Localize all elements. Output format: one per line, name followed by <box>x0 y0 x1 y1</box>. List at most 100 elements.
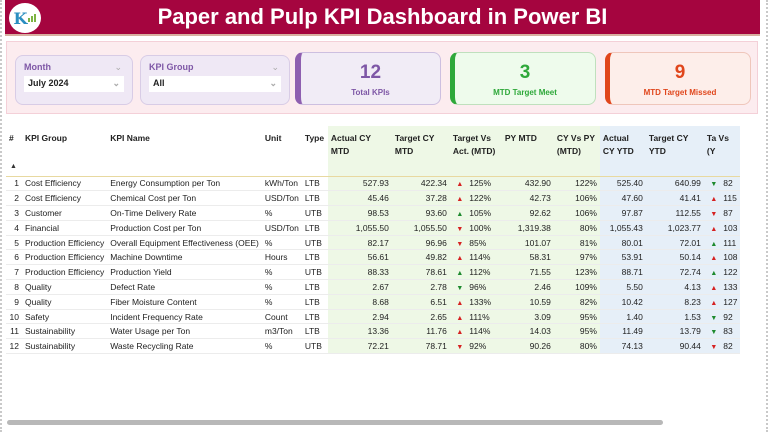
type-cell: LTB <box>304 178 320 189</box>
table-row[interactable]: 7 Production Efficiency Production Yield% U… <box>6 264 741 280</box>
kpi-group-cell: Customer <box>25 207 62 218</box>
col-header-target-cy-mtd[interactable]: Target CY MTD <box>391 126 450 176</box>
table-row[interactable]: 3 Customer On-Time Delivery Rate% UTB 98.53 9… <box>6 205 741 221</box>
triangle-up-icon: ▲ <box>710 225 718 233</box>
actual-cy-ytd-cell: 53.91 <box>599 249 646 265</box>
kpi-group-cell: Production Efficiency <box>25 237 105 248</box>
sort-ascending-icon[interactable]: ▲ <box>10 163 17 170</box>
title-bar: K Paper and Pulp KPI Dashboard in Power … <box>5 0 760 36</box>
triangle-up-icon: ▲ <box>710 196 718 204</box>
chevron-down-icon[interactable]: ⌄ <box>112 78 120 88</box>
kpi-name-cell: Chemical Cost per Ton <box>110 193 197 204</box>
type-cell: UTB <box>304 341 322 352</box>
horizontal-scrollbar[interactable] <box>7 420 663 425</box>
table-row[interactable]: 12 Sustainability Waste Recycling Rate% UTB… <box>6 338 741 354</box>
table-row[interactable]: 4 Financial Production Cost per Ton USD/Ton… <box>6 220 741 236</box>
col-header-actual-cy-ytd[interactable]: Actual CY YTD <box>599 126 646 176</box>
col-header-target-cy-ytd[interactable]: Target CY YTD <box>645 126 704 176</box>
py-mtd-cell: 432.90 <box>501 176 554 191</box>
col-header-target-vs-act-mtd[interactable]: Target Vs Act. (MTD) <box>449 126 502 176</box>
triangle-up-icon: ▲ <box>456 329 464 337</box>
target-vs-act-mtd-cell: ▲ 105% <box>449 205 502 221</box>
target-vs-act-ytd-cell: ▼ 83 <box>703 323 741 339</box>
kpi-group-slicer-label: KPI Group <box>149 62 194 72</box>
table-row[interactable]: 5 Production Efficiency Overall Equipment … <box>6 235 741 250</box>
col-header-unit[interactable]: Unit <box>264 133 282 143</box>
triangle-down-icon: ▼ <box>456 284 464 292</box>
unit-cell: Count <box>264 311 288 322</box>
triangle-up-icon: ▲ <box>456 210 464 218</box>
col-header-cy-vs-py-mtd[interactable]: CY Vs PY (MTD) <box>553 126 600 176</box>
cy-vs-py-mtd-cell: 80% <box>553 220 600 236</box>
kpi-name-cell: Energy Consumption per Ton <box>110 178 221 189</box>
actual-cy-ytd-cell: 47.60 <box>599 190 646 206</box>
unit-cell: m3/Ton <box>264 326 293 337</box>
chevron-down-icon[interactable]: ⌄ <box>269 78 277 88</box>
type-cell: UTB <box>304 267 322 278</box>
actual-cy-mtd-cell: 72.21 <box>327 338 392 354</box>
kpi-name-cell: Production Cost per Ton <box>110 222 202 233</box>
page-title: Paper and Pulp KPI Dashboard in Power BI <box>157 4 608 29</box>
target-cy-mtd-cell: 2.78 <box>391 279 450 295</box>
col-header-target-vs-act-ytd[interactable]: Ta Vs (Y <box>703 126 741 176</box>
actual-cy-ytd-cell: 97.87 <box>599 205 646 221</box>
table-row[interactable]: 2 Cost Efficiency Chemical Cost per Ton USD… <box>6 190 741 206</box>
table-row[interactable]: 11 Sustainability Water Usage per Ton m3/To… <box>6 323 741 339</box>
mtd-target-meet-card: 3 MTD Target Meet <box>450 52 596 105</box>
target-vs-act-ytd-cell: ▲ 115 <box>703 190 741 206</box>
table-row[interactable]: 6 Production Efficiency Machine Downtime Ho… <box>6 249 741 265</box>
target-vs-act-mtd-cell: ▲ 122% <box>449 190 502 206</box>
col-header-py-mtd[interactable]: PY MTD <box>501 126 554 176</box>
col-header-type[interactable]: Type <box>304 133 325 143</box>
triangle-up-icon: ▲ <box>456 299 464 307</box>
target-vs-act-mtd-cell: ▲ 133% <box>449 294 502 310</box>
target-vs-act-mtd-cell: ▲ 125% <box>449 176 502 191</box>
py-mtd-cell: 90.26 <box>501 338 554 354</box>
unit-cell: % <box>264 296 273 307</box>
target-vs-act-ytd-cell: ▲ 127 <box>703 294 741 310</box>
py-mtd-cell: 71.55 <box>501 264 554 280</box>
target-vs-act-mtd-cell: ▲ 114% <box>449 323 502 339</box>
month-dropdown[interactable]: July 2024 ⌄ <box>24 76 124 92</box>
target-cy-ytd-cell: 41.41 <box>645 190 704 206</box>
triangle-up-icon: ▲ <box>456 196 464 204</box>
unit-cell: USD/Ton <box>264 222 299 233</box>
triangle-up-icon: ▲ <box>456 314 464 322</box>
chevron-down-icon[interactable]: ⌄ <box>271 62 279 72</box>
kpi-table[interactable]: # KPI Group KPI Name Unit Type Actual CY… <box>6 126 758 422</box>
table-row[interactable]: 1 Cost Efficiency Energy Consumption per T… <box>6 176 741 191</box>
col-header-kpi-group[interactable]: KPI Group <box>25 133 68 143</box>
unit-cell: kWh/Ton <box>264 178 298 189</box>
cy-vs-py-mtd-cell: 106% <box>553 190 600 206</box>
table-row[interactable]: 8 Quality Defect Rate% LTB 2.67 2.78 ▼ 96% 2.46… <box>6 279 741 295</box>
row-number: 10 <box>9 311 19 322</box>
kpi-group-dropdown[interactable]: All ⌄ <box>149 76 281 92</box>
kpi-group-cell: Quality <box>25 296 52 307</box>
actual-cy-mtd-cell: 2.94 <box>327 309 392 324</box>
actual-cy-mtd-cell: 98.53 <box>327 205 392 221</box>
triangle-down-icon: ▼ <box>710 329 718 337</box>
col-header-num[interactable]: # <box>9 133 14 143</box>
row-number: 4 <box>14 222 19 233</box>
cy-vs-py-mtd-cell: 81% <box>553 235 600 250</box>
actual-cy-mtd-cell: 13.36 <box>327 323 392 339</box>
kpi-name-cell: Incident Frequency Rate <box>110 311 203 322</box>
month-slicer[interactable]: Month ⌄ July 2024 ⌄ <box>15 55 133 105</box>
unit-cell: % <box>264 207 273 218</box>
table-row[interactable]: 10 Safety Incident Frequency Rate Count LTB 2… <box>6 309 741 324</box>
chevron-down-icon[interactable]: ⌄ <box>114 62 122 72</box>
col-header-kpi-name[interactable]: KPI Name <box>110 133 150 143</box>
col-header-actual-cy-mtd[interactable]: Actual CY MTD <box>327 126 392 176</box>
target-cy-mtd-cell: 422.34 <box>391 176 450 191</box>
table-row[interactable]: 9 Quality Fiber Moisture Content% LTB 8.68 6.… <box>6 294 741 310</box>
py-mtd-cell: 3.09 <box>501 309 554 324</box>
target-cy-ytd-cell: 13.79 <box>645 323 704 339</box>
actual-cy-mtd-cell: 1,055.50 <box>327 220 392 236</box>
kpi-name-cell: Overall Equipment Effectiveness (OEE) <box>110 237 259 248</box>
target-cy-ytd-cell: 72.01 <box>645 235 704 250</box>
triangle-down-icon: ▼ <box>456 225 464 233</box>
target-cy-ytd-cell: 112.55 <box>645 205 704 221</box>
kpi-group-cell: Production Efficiency <box>25 252 105 263</box>
kpi-group-slicer[interactable]: KPI Group ⌄ All ⌄ <box>140 55 290 105</box>
